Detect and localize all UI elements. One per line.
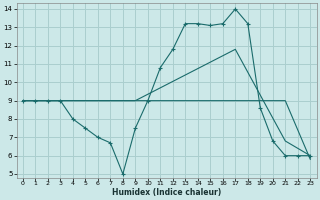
- X-axis label: Humidex (Indice chaleur): Humidex (Indice chaleur): [112, 188, 221, 197]
